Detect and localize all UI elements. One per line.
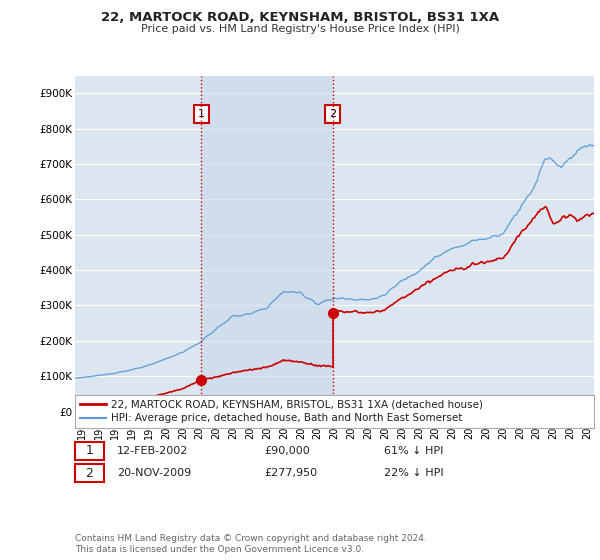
Text: 20-NOV-2009: 20-NOV-2009	[117, 468, 191, 478]
Text: 22, MARTOCK ROAD, KEYNSHAM, BRISTOL, BS31 1XA (detached house): 22, MARTOCK ROAD, KEYNSHAM, BRISTOL, BS3…	[112, 399, 484, 409]
Text: 61% ↓ HPI: 61% ↓ HPI	[384, 446, 443, 456]
Text: £90,000: £90,000	[264, 446, 310, 456]
Text: 12-FEB-2002: 12-FEB-2002	[117, 446, 188, 456]
Text: £277,950: £277,950	[264, 468, 317, 478]
Text: Price paid vs. HM Land Registry's House Price Index (HPI): Price paid vs. HM Land Registry's House …	[140, 24, 460, 34]
Text: 1: 1	[198, 109, 205, 119]
Text: HPI: Average price, detached house, Bath and North East Somerset: HPI: Average price, detached house, Bath…	[112, 413, 463, 423]
Text: 1: 1	[85, 444, 94, 458]
Text: 22, MARTOCK ROAD, KEYNSHAM, BRISTOL, BS31 1XA: 22, MARTOCK ROAD, KEYNSHAM, BRISTOL, BS3…	[101, 11, 499, 24]
Bar	[202, 76, 333, 412]
Text: 2: 2	[329, 109, 337, 119]
Text: 2: 2	[85, 466, 94, 480]
Text: 22% ↓ HPI: 22% ↓ HPI	[384, 468, 443, 478]
Text: Contains HM Land Registry data © Crown copyright and database right 2024.
This d: Contains HM Land Registry data © Crown c…	[75, 534, 427, 554]
